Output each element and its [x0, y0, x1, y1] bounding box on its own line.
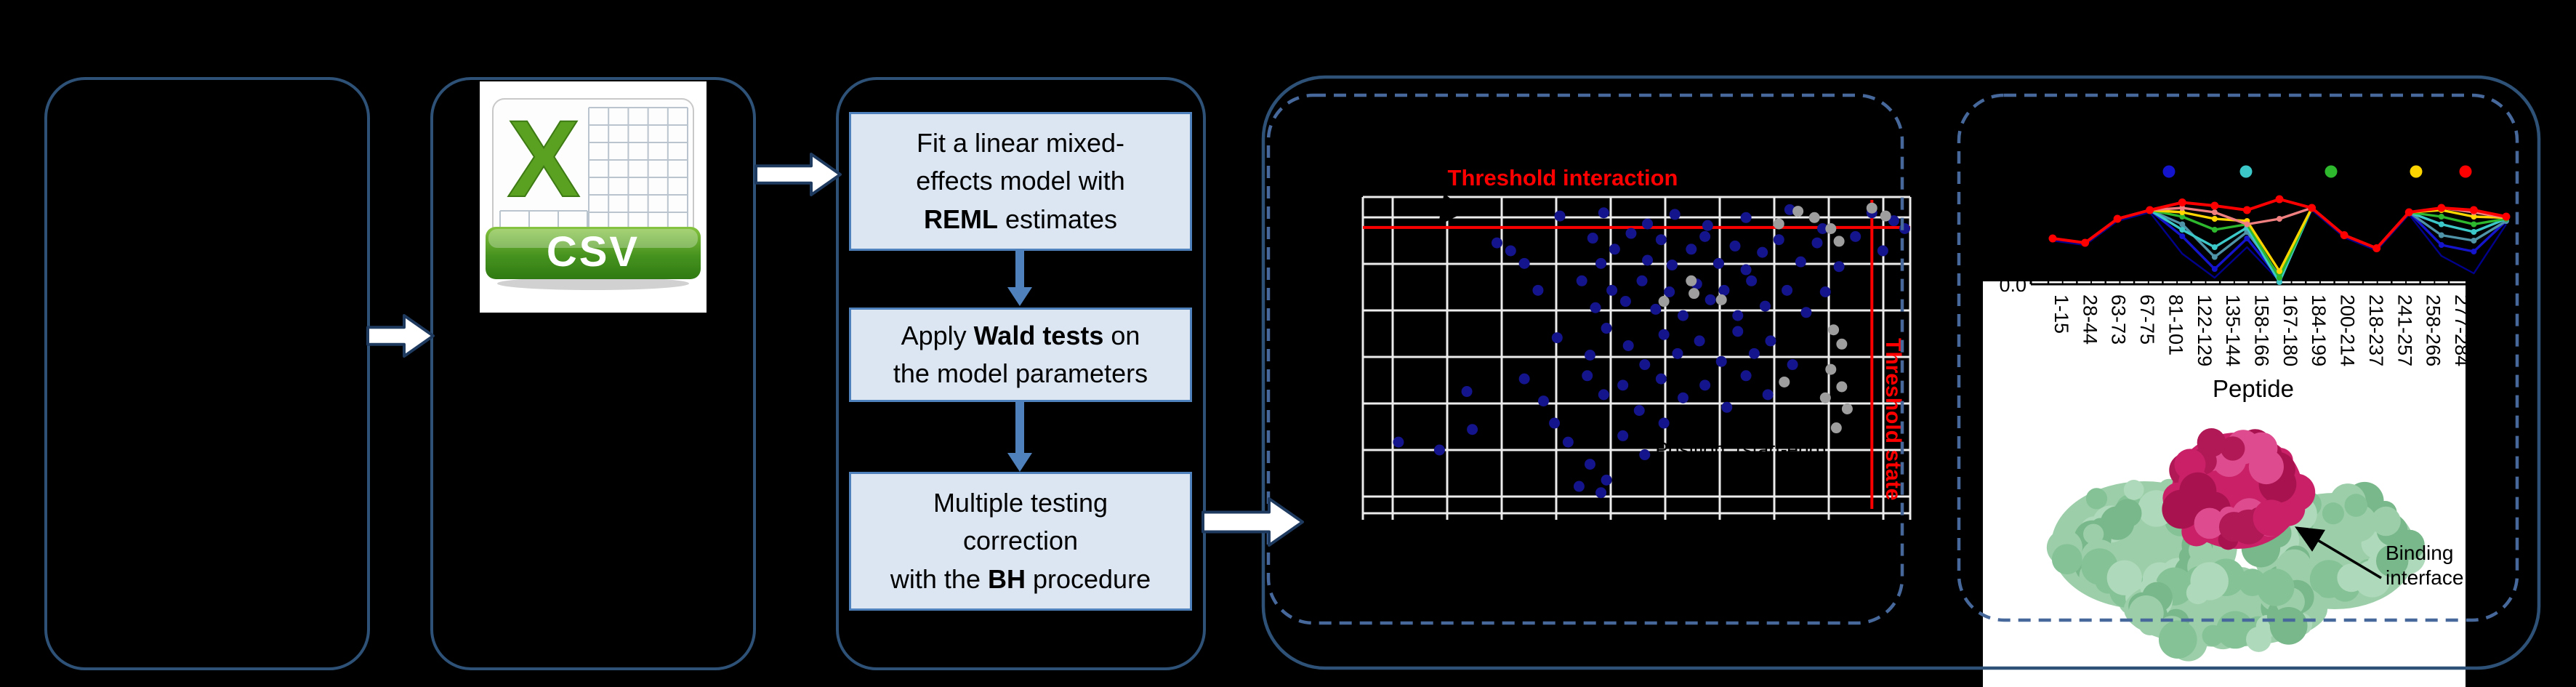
- legend-dot-icon: [2410, 165, 2423, 178]
- down-arrow-icon: [1015, 401, 1024, 454]
- y-axis-tick-label: 0.0: [1999, 274, 2026, 296]
- step-text-line: correction: [962, 526, 1079, 556]
- peptide-tick-label: 167-180: [2279, 294, 2301, 366]
- workflow-step-bh-correction: Multiple testing correction with the BH …: [849, 472, 1192, 611]
- csv-file-icon: X CSV: [480, 81, 707, 313]
- step-text-line: Fit a linear mixed-: [916, 128, 1125, 158]
- input-data-panel: [44, 77, 370, 670]
- step-text-line: with the BH procedure: [890, 563, 1151, 594]
- csv-banner-label: CSV: [547, 228, 640, 276]
- peptide-tick-label: 258-266: [2423, 294, 2444, 366]
- peptide-tick-label: 218-237: [2365, 294, 2387, 366]
- csv-panel: [430, 77, 756, 670]
- peptide-axis-label: Peptide: [2213, 375, 2294, 402]
- step-text-line: effects model with: [916, 166, 1125, 196]
- legend-dot-icon: [2459, 165, 2472, 178]
- right-arrow-icon: [1202, 497, 1304, 547]
- step-text-line: the model parameters: [893, 358, 1148, 388]
- threshold-interaction-label: Threshold interaction: [1448, 165, 1678, 190]
- scatter-xlabel-faint: Position: (start-end): [1655, 438, 1827, 460]
- down-arrow-icon: [1007, 287, 1032, 306]
- peptide-tick-label: 67-75: [2136, 294, 2158, 345]
- peptide-tick-label: 1-15: [2050, 294, 2072, 334]
- peptide-tick-label: 135-144: [2222, 294, 2244, 366]
- csv-x-glyph: X: [507, 97, 580, 220]
- peptide-tick-label: 241-257: [2394, 294, 2415, 366]
- peptide-tick-label: 184-199: [2308, 294, 2330, 366]
- right-arrow-icon: [366, 314, 435, 358]
- threshold-state-label: Threshold state: [1881, 338, 1905, 500]
- legend-dot-icon: [2325, 165, 2338, 178]
- workflow-step-fit-model: Fit a linear mixed- effects model with R…: [849, 112, 1192, 251]
- peptide-tick-label: 122-129: [2194, 294, 2215, 366]
- binding-interface-label: Binding: [2386, 542, 2453, 564]
- step-text-line: REML estimates: [923, 204, 1118, 234]
- right-arrow-icon: [754, 153, 842, 196]
- workflow-step-wald-tests: Apply Wald tests on the model parameters: [849, 308, 1192, 402]
- legend-dot-icon: [2239, 165, 2253, 178]
- step-text-line: Apply Wald tests on: [901, 320, 1140, 350]
- legend-dot-icon: [2162, 165, 2175, 178]
- peptide-tick-label: 81-101: [2165, 294, 2186, 355]
- step-text-line: Multiple testing: [933, 488, 1108, 518]
- peptide-tick-label: 277-284: [2451, 294, 2473, 366]
- peptide-tick-label: 158-166: [2251, 294, 2273, 366]
- peptide-tick-label: 28-44: [2079, 294, 2101, 345]
- down-arrow-icon: [1015, 249, 1024, 289]
- binding-interface-label: interface: [2386, 566, 2463, 589]
- interaction-state-scatter-plot: Position: (start-end) Threshold interacti…: [1361, 165, 1912, 520]
- peptide-tick-label: 200-214: [2337, 294, 2359, 366]
- peptide-tick-label: 63-73: [2108, 294, 2130, 345]
- statistical-workflow-panel: [836, 77, 1206, 670]
- down-arrow-icon: [1007, 453, 1032, 472]
